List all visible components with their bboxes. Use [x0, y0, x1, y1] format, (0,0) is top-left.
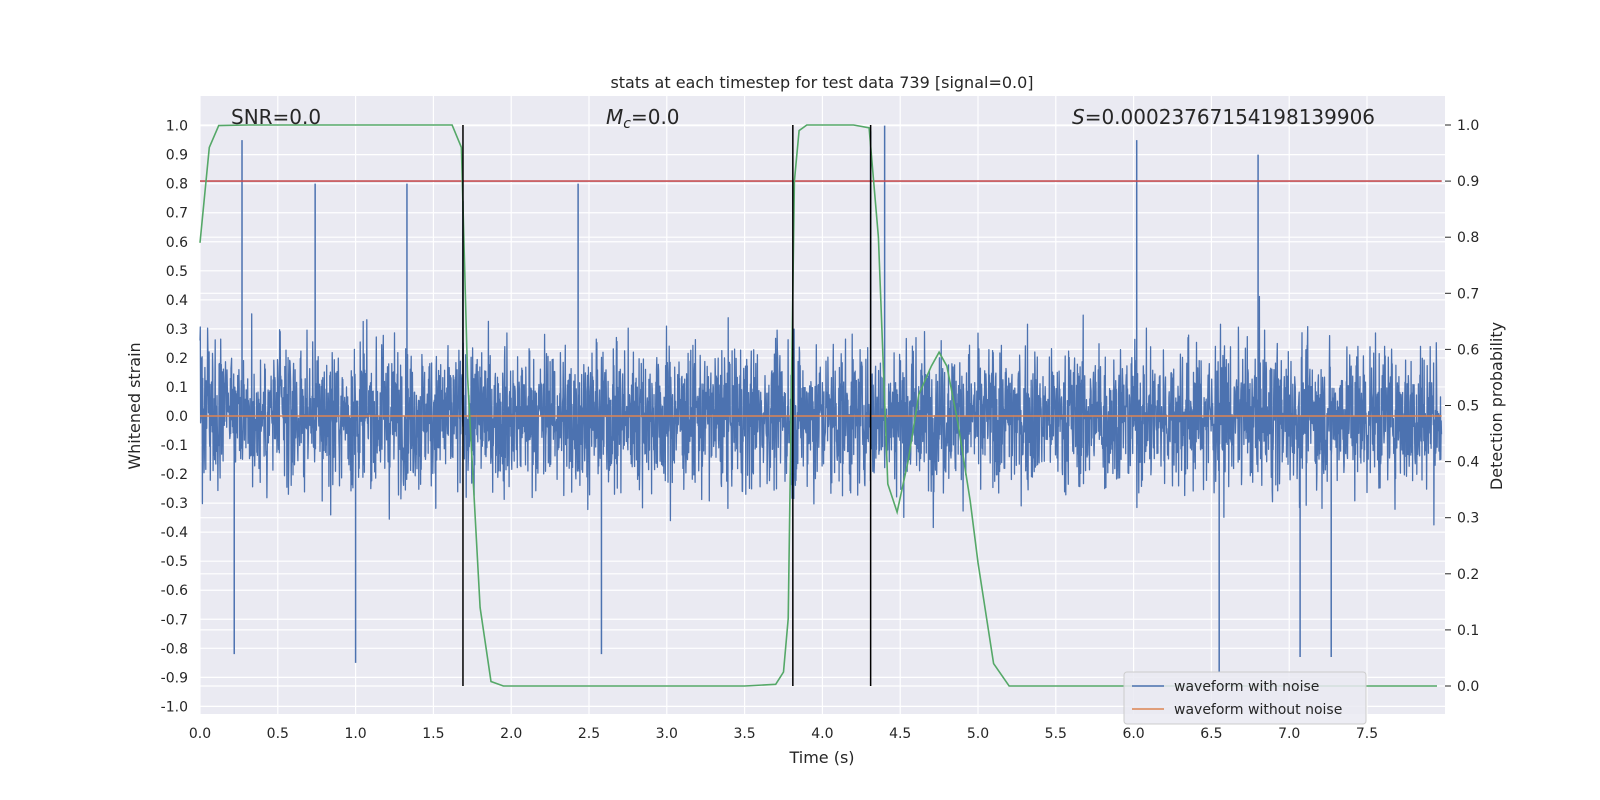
y2-tick-label: 0.5	[1457, 399, 1479, 415]
x-tick-label: 0.0	[189, 726, 211, 742]
x-tick-label: 3.0	[656, 726, 678, 742]
x-tick-label: 2.0	[500, 726, 522, 742]
y-tick-label: -0.3	[161, 496, 188, 512]
y2-tick-label: 0.2	[1457, 567, 1479, 583]
y2-tick-label: 1.0	[1457, 118, 1479, 134]
y-tick-label: 1.0	[166, 119, 188, 135]
x-tick-label: 6.0	[1122, 726, 1144, 742]
y2-tick-label: 0.3	[1457, 511, 1479, 527]
y-tick-label: -0.7	[161, 612, 188, 628]
y2-axis-label: Detection probability	[1487, 322, 1506, 490]
x-tick-label: 7.0	[1278, 726, 1300, 742]
y-tick-label: -0.4	[161, 525, 188, 541]
y2-tick-label: 0.9	[1457, 174, 1479, 190]
x-tick-label: 2.5	[578, 726, 600, 742]
series-lines	[199, 124, 1442, 687]
mc-symbol: M	[606, 105, 623, 129]
x-tick-label: 7.5	[1356, 726, 1378, 742]
y-tick-label: 0.2	[166, 351, 188, 367]
x-axis-label: Time (s)	[788, 748, 854, 767]
legend-box	[1123, 671, 1367, 725]
y2-tick-label: 0.6	[1457, 342, 1479, 358]
x-tick-label: 1.5	[422, 726, 444, 742]
y-tick-label: -0.8	[161, 641, 188, 657]
mc-value: =0.0	[631, 105, 680, 129]
chart-title: stats at each timestep for test data 739…	[610, 73, 1033, 92]
y-tick-label: 0.0	[166, 409, 188, 425]
x-tick-label: 5.5	[1045, 726, 1067, 742]
y-tick-label: 0.3	[166, 322, 188, 338]
y2-tick-label: 0.4	[1457, 455, 1479, 471]
x-tick-label: 5.0	[967, 726, 989, 742]
s-annotation: S=0.00023767154198139906	[1072, 105, 1375, 129]
y2-tick-label: 0.8	[1457, 230, 1479, 246]
legend-label-clean: waveform without noise	[1174, 702, 1342, 718]
y-tick-label: -0.6	[161, 583, 188, 599]
y-tick-label: 0.7	[166, 206, 188, 222]
vertical-markers	[462, 125, 872, 686]
x-tick-label: 6.5	[1200, 726, 1222, 742]
x-tick-label: 4.5	[889, 726, 911, 742]
legend: waveform with noise waveform without noi…	[1123, 671, 1367, 725]
y-tick-label: 0.1	[166, 380, 188, 396]
x-tick-label: 4.0	[811, 726, 833, 742]
y-tick-label: -0.1	[161, 438, 188, 454]
x-tick-label: 1.0	[344, 726, 366, 742]
x-tick-label: 3.5	[733, 726, 755, 742]
detection-probability-line	[199, 124, 1437, 687]
noise-waveform-line	[199, 295, 1443, 529]
y-tick-label: 0.9	[166, 148, 188, 164]
s-value: =0.00023767154198139906	[1085, 105, 1375, 129]
y2-tick-label: 0.7	[1457, 286, 1479, 302]
y2-tick-label: 0.1	[1457, 623, 1479, 639]
chirp-mass-annotation: Mc=0.0	[606, 105, 680, 132]
y-tick-label: 0.5	[166, 264, 188, 280]
y-tick-label: -1.0	[161, 699, 188, 715]
y-tick-label: 0.6	[166, 235, 188, 251]
axis-ticks: 0.0 0.5 1.0 1.5 2.0 2.5 3.0 3.5 4.0 4.5 5.0 5.5 6.0 6…	[161, 118, 1480, 742]
y-tick-label: -0.2	[161, 467, 188, 483]
y-tick-label: 0.8	[166, 177, 188, 193]
mc-subscript: c	[623, 116, 631, 132]
snr-annotation: SNR=0.0	[231, 105, 321, 129]
s-symbol: S	[1072, 105, 1085, 129]
y-tick-label: -0.5	[161, 554, 188, 570]
y-tick-label: 0.4	[166, 293, 188, 309]
y-axis-label: Whitened strain	[125, 342, 144, 469]
y-tick-label: -0.9	[161, 670, 188, 686]
legend-label-noise: waveform with noise	[1174, 679, 1319, 695]
x-tick-label: 0.5	[267, 726, 289, 742]
y2-tick-label: 0.0	[1457, 679, 1479, 695]
